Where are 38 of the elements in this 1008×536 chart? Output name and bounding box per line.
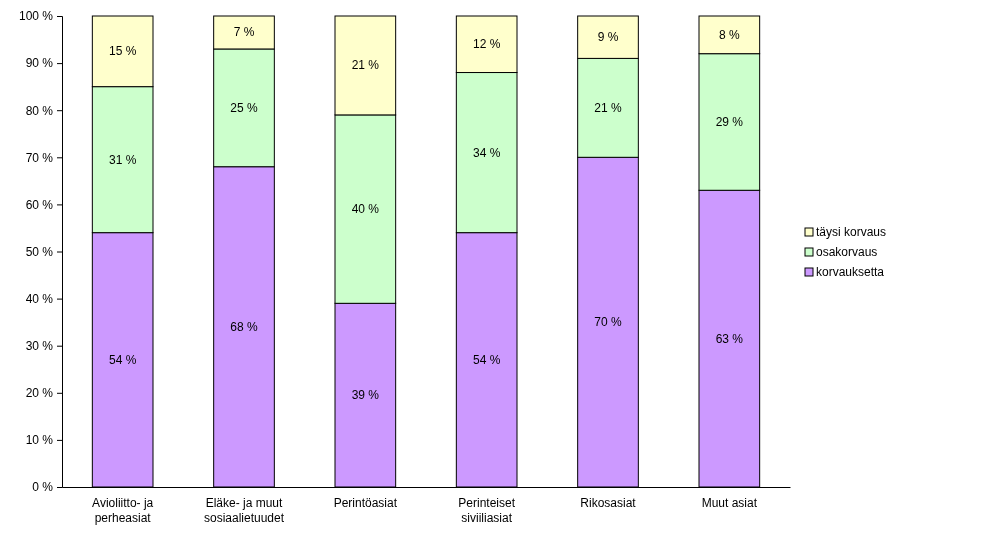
data-label: 29 % [715,114,744,129]
y-tick-label: 100 % [18,9,54,24]
data-label: 34 % [472,145,501,160]
x-tick-label: Muut asiat [701,496,758,510]
y-tick-label: 80 % [25,103,54,118]
data-label: 31 % [108,152,137,167]
y-tick-label: 50 % [25,244,54,259]
data-label: 54 % [108,352,137,367]
data-label: 7 % [233,25,255,40]
data-label: 8 % [718,27,740,42]
y-tick-label: 0 % [32,480,54,495]
legend-label: korvauksetta [816,265,885,279]
legend-label: osakorvaus [816,245,878,259]
x-tick-label: Perintöasiat [333,496,398,510]
x-tick-label: Perinteiset siviiliasiat [458,496,516,525]
y-tick-label: 40 % [25,291,54,306]
y-tick-label: 30 % [25,339,54,354]
x-tick-label: Rikosasiat [580,496,637,510]
data-label: 54 % [472,352,501,367]
data-label: 39 % [351,388,380,403]
y-tick-label: 70 % [25,150,54,165]
data-label: 9 % [597,30,619,45]
data-label: 21 % [594,100,622,115]
y-tick-label: 10 % [25,433,54,448]
x-tick-label: Avioliitto- ja perheasiat [92,496,154,525]
y-tick-label: 20 % [25,386,54,401]
x-tick-label: Eläke- ja muut sosiaalietuudet [203,496,285,525]
data-label: 21 % [351,58,380,73]
y-tick-label: 60 % [25,197,54,212]
legend-label: täysi korvaus [816,225,887,239]
data-label: 70 % [594,315,622,330]
data-label: 63 % [715,331,744,346]
y-tick-label: 90 % [25,56,54,71]
data-label: 15 % [108,44,137,59]
data-label: 12 % [472,37,501,52]
data-label: 40 % [351,202,380,217]
data-label: 25 % [230,100,258,115]
data-label: 68 % [230,319,258,334]
